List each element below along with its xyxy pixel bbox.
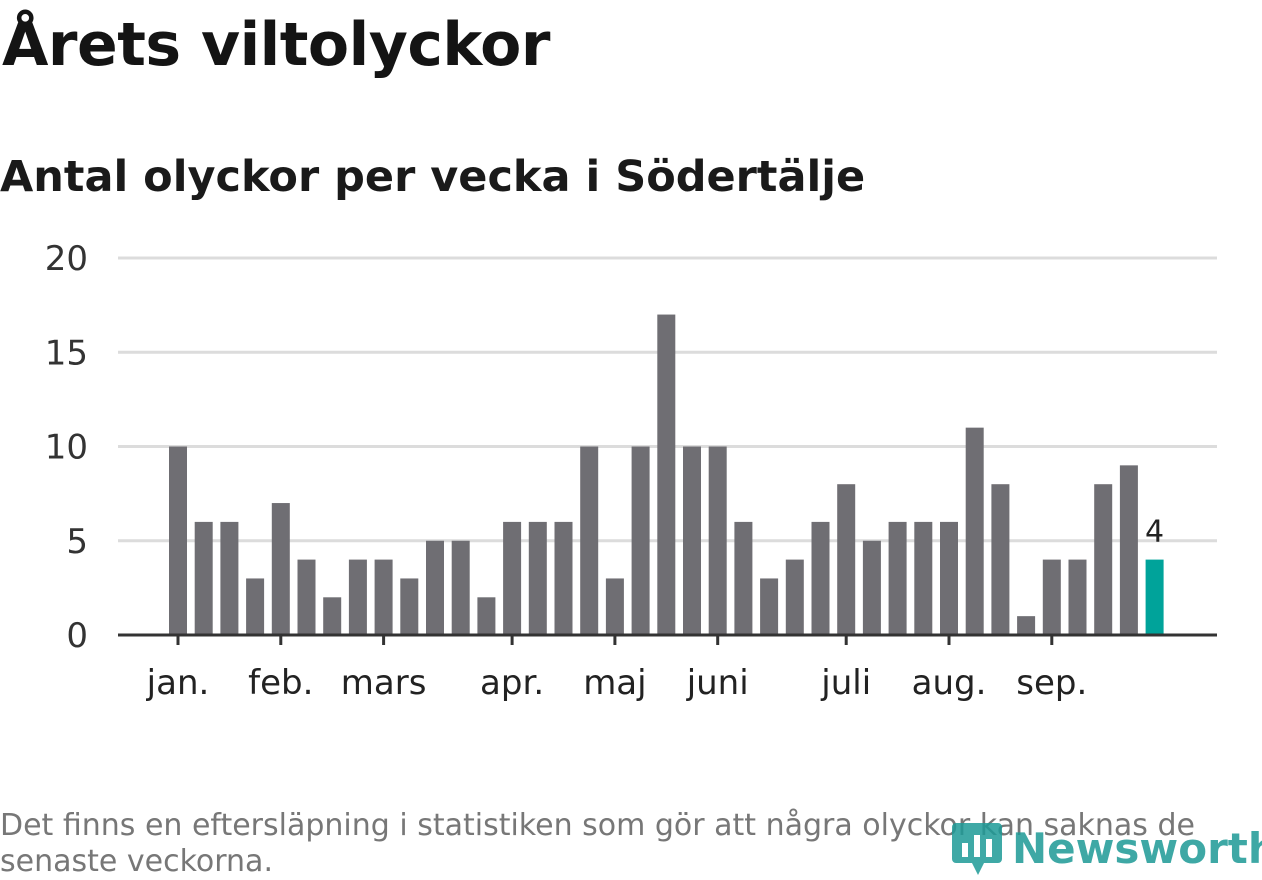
y-tick-label-20: 20 xyxy=(45,239,88,279)
bar-week-16 xyxy=(554,521,573,635)
bar-week-13 xyxy=(477,597,496,635)
bar-week-27 xyxy=(837,484,856,635)
chart-title: Årets viltolyckor xyxy=(2,10,551,80)
bar-week-23 xyxy=(734,521,753,635)
bar-week-4 xyxy=(246,578,265,635)
bar-week-21 xyxy=(683,446,701,635)
x-tick-label-maj: maj xyxy=(583,663,646,703)
y-axis-ticks: 0 5 10 15 20 xyxy=(45,239,88,656)
x-tick-label-juni: juni xyxy=(686,663,749,703)
newsworthy-logo-icon xyxy=(952,823,1002,875)
newsworthy-logo: Newsworthy xyxy=(950,818,1262,878)
bar-week-35 xyxy=(1042,559,1061,635)
y-tick-label-15: 15 xyxy=(45,333,88,373)
bar-week-39 xyxy=(1145,559,1164,635)
x-tick-label-aug.: aug. xyxy=(912,663,987,703)
bar-week-28 xyxy=(862,540,881,635)
bar-week-11 xyxy=(426,540,444,635)
bar-week-19 xyxy=(631,446,650,635)
y-tick-label-10: 10 xyxy=(45,428,88,468)
bar-week-26 xyxy=(811,521,830,635)
newsworthy-logo-text: Newsworthy xyxy=(1012,823,1262,873)
x-tick-label-sep.: sep. xyxy=(1016,663,1087,703)
data-label-last-week: 4 xyxy=(1145,515,1164,550)
x-tick-label-apr.: apr. xyxy=(480,663,544,703)
x-tick-label-mars: mars xyxy=(341,663,427,703)
bar-week-33 xyxy=(991,484,1010,635)
bar-week-7 xyxy=(323,597,342,635)
bar-week-12 xyxy=(451,540,470,635)
bar-week-9 xyxy=(374,559,393,635)
bars xyxy=(169,314,1164,635)
bar-week-14 xyxy=(503,521,522,635)
bar-week-38 xyxy=(1119,465,1138,635)
bar-week-5 xyxy=(271,503,290,635)
data-labels: 4 xyxy=(1145,515,1164,550)
bar-week-20 xyxy=(657,314,676,635)
bar-week-8 xyxy=(348,559,367,635)
chart-subtitle: Antal olyckor per vecka i Södertälje xyxy=(0,152,866,202)
bar-week-36 xyxy=(1068,559,1087,635)
bar-week-15 xyxy=(528,521,547,635)
bar-week-17 xyxy=(580,446,599,635)
bar-week-6 xyxy=(297,559,316,635)
bar-week-25 xyxy=(785,559,804,635)
x-tick-label-juli: juli xyxy=(820,663,871,703)
bar-week-2 xyxy=(194,521,213,635)
bar-week-22 xyxy=(708,446,727,635)
bar-week-18 xyxy=(605,578,624,635)
bar-week-24 xyxy=(760,578,779,635)
bar-week-3 xyxy=(220,521,239,635)
bar-chart: 0 5 10 15 20 jan. feb. mars apr. maj juni juli aug.… xyxy=(45,239,1217,703)
bar-week-10 xyxy=(400,578,419,635)
bar-week-37 xyxy=(1094,484,1113,635)
bar-week-30 xyxy=(914,521,933,635)
y-tick-label-5: 5 xyxy=(66,522,88,562)
bar-week-32 xyxy=(965,427,984,635)
x-tick-label-jan.: jan. xyxy=(146,663,210,703)
bar-week-29 xyxy=(888,521,907,635)
bar-week-1 xyxy=(169,446,187,635)
y-tick-label-0: 0 xyxy=(66,616,88,656)
bar-week-31 xyxy=(940,521,958,635)
x-tick-label-feb.: feb. xyxy=(248,663,313,703)
bar-week-34 xyxy=(1017,616,1036,635)
x-axis: jan. feb. mars apr. maj juni juli aug. sep. xyxy=(118,633,1217,703)
